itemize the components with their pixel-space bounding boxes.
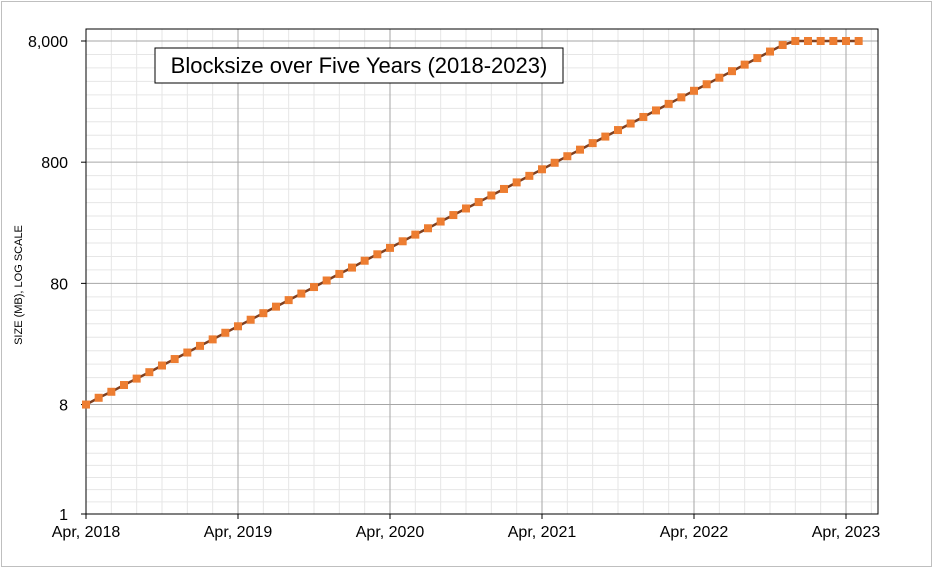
data-point: [170, 355, 179, 364]
data-point: [424, 224, 432, 233]
data-point: [462, 204, 470, 213]
data-point: [436, 217, 445, 226]
x-tick-label: Apr, 2022: [660, 524, 729, 541]
data-point: [259, 309, 268, 318]
tick-labels: 1 8 80 800 8,000 Apr, 2018 Apr, 2019 Apr, 2020 A…: [28, 34, 880, 541]
data-point: [854, 37, 863, 45]
chart-title-border: [154, 47, 564, 84]
axes: [81, 40, 847, 519]
data-point: [715, 73, 724, 82]
data-point: [804, 37, 812, 45]
data-point: [284, 296, 293, 305]
data-point: [588, 139, 597, 148]
data-point: [145, 368, 154, 377]
data-point: [601, 132, 610, 141]
chart-title-box: Blocksize over Five Years (2018-2023): [154, 47, 564, 84]
y-axis-title: SIZE (MB), LOG SCALE: [13, 225, 25, 345]
data-point: [246, 315, 255, 324]
x-tick-label: Apr, 2020: [356, 524, 425, 541]
x-tick-label: Apr, 2019: [204, 524, 273, 541]
data-point: [348, 263, 356, 272]
data-point: [664, 99, 673, 108]
data-point: [94, 393, 103, 402]
data-point: [310, 283, 318, 292]
data-point: [614, 126, 622, 135]
data-point: [766, 47, 774, 56]
data-point: [740, 60, 749, 69]
data-point: [82, 400, 90, 409]
data-point: [107, 387, 116, 396]
data-point: [386, 243, 394, 252]
data-point: [398, 237, 407, 246]
chart-title: Blocksize over Five Years (2018-2023): [171, 53, 548, 78]
data-point: [196, 341, 204, 350]
data-point: [677, 93, 686, 102]
data-point: [272, 302, 280, 311]
data-point: [474, 198, 483, 207]
data-point: [525, 171, 534, 180]
data-point: [538, 165, 546, 174]
x-tick-label: Apr, 2023: [812, 524, 881, 541]
data-point: [132, 374, 141, 383]
minor-gridlines: [86, 29, 878, 514]
data-point: [487, 191, 496, 200]
data-point: [360, 256, 369, 265]
data-point: [702, 80, 711, 89]
data-point: [563, 152, 572, 161]
data-point: [234, 322, 242, 331]
data-point: [335, 269, 344, 278]
data-point: [753, 54, 762, 63]
data-point: [183, 348, 192, 357]
data-point: [652, 106, 660, 115]
data-point: [576, 145, 584, 154]
data-point: [791, 37, 800, 45]
data-point: [690, 86, 698, 95]
data-point: [639, 112, 648, 121]
data-point: [120, 381, 128, 390]
data-point: [158, 361, 166, 370]
y-tick-label: 800: [41, 155, 68, 172]
data-point: [816, 37, 825, 45]
data-point: [778, 41, 787, 50]
series-line: [85, 39, 859, 406]
y-tick-label: 8: [59, 398, 68, 415]
series-blocksize: [82, 37, 863, 409]
data-point: [500, 184, 508, 193]
y-tick-label: 80: [50, 276, 68, 293]
data-point: [411, 230, 420, 239]
data-point: [221, 328, 230, 337]
y-tick-label: 1: [59, 507, 68, 524]
data-point: [208, 335, 217, 344]
data-point: [297, 289, 306, 298]
x-tick-label: Apr, 2021: [508, 524, 577, 541]
x-tick-label: Apr, 2018: [52, 524, 121, 541]
data-point: [728, 67, 736, 76]
data-point: [550, 158, 559, 167]
data-point: [322, 276, 331, 285]
data-point: [842, 37, 850, 45]
data-point: [373, 250, 382, 259]
data-point: [449, 211, 458, 220]
data-point: [626, 119, 635, 128]
data-point: [512, 178, 521, 187]
y-tick-label: 8,000: [28, 34, 68, 51]
plot-area-border: [85, 28, 879, 515]
data-point: [829, 37, 838, 45]
